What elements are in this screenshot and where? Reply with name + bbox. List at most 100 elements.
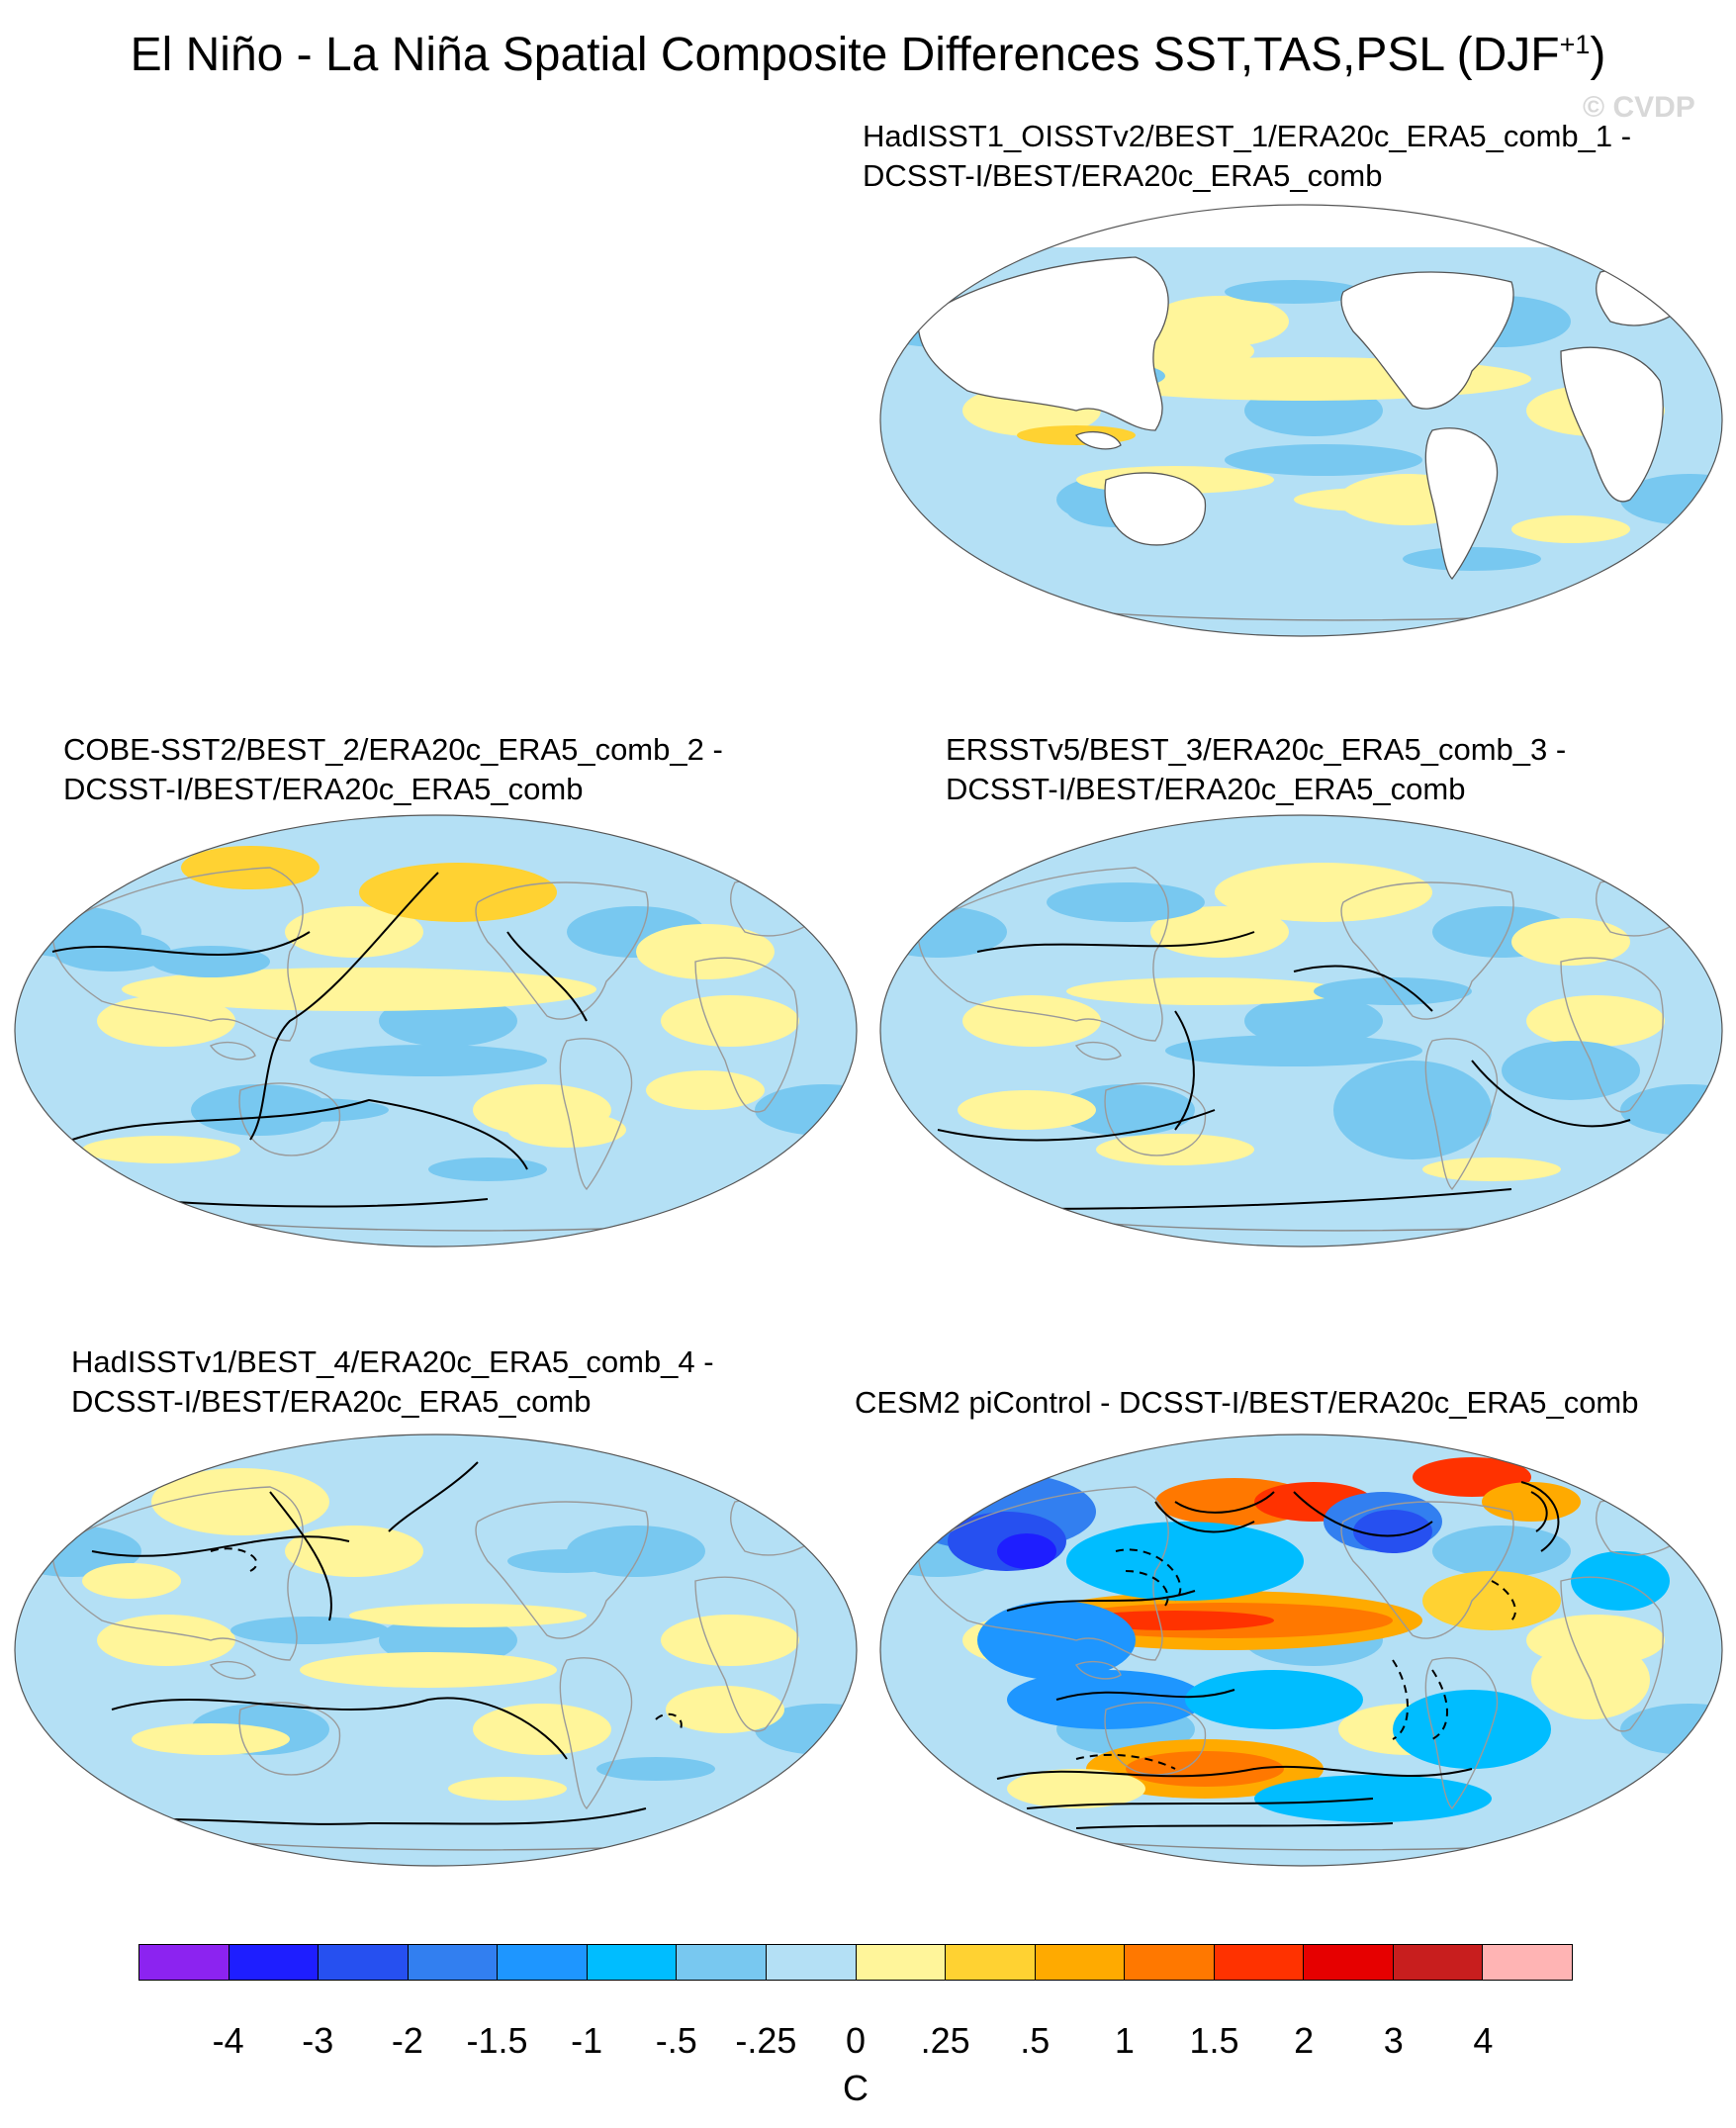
land-mask — [880, 205, 1722, 247]
anomaly-patch — [1482, 1482, 1581, 1522]
coastline — [1074, 1041, 1122, 1061]
anomaly-patch — [596, 1757, 715, 1781]
colorbar-cell — [587, 1945, 678, 1980]
coastline — [238, 1082, 341, 1157]
panel-1-title-line1: HadISST1_OISSTv2/BEST_1/ERA20c_ERA5_comb… — [863, 119, 1632, 153]
colorbar-cell — [1125, 1945, 1215, 1980]
land-mask — [1075, 431, 1122, 450]
psl-contour — [1006, 1590, 1196, 1612]
land-mask — [917, 256, 1169, 431]
psl-contour — [269, 1491, 332, 1621]
colorbar-cell — [319, 1945, 409, 1980]
panel-5-title-line1: CESM2 piControl - DCSST-I/BEST/ERA20c_ER… — [855, 1385, 1639, 1420]
anomaly-band — [661, 1615, 799, 1666]
anomaly-band — [97, 1615, 235, 1666]
panel-5-title: CESM2 piControl - DCSST-I/BEST/ERA20c_ER… — [855, 1383, 1639, 1423]
anomaly-patch — [1225, 280, 1363, 304]
colorbar-tick-label: 1.5 — [1189, 2020, 1239, 2061]
anomaly-patch — [1502, 1041, 1640, 1100]
anomaly-patch — [310, 1045, 547, 1076]
anomaly-patch — [1215, 863, 1432, 922]
psl-contour — [1530, 1491, 1548, 1532]
figure-title-close: ) — [1590, 29, 1606, 81]
global-map-svg — [14, 1434, 858, 1867]
map-content — [15, 1434, 857, 1866]
anomaly-band — [1056, 1084, 1195, 1136]
anomaly-patch — [1511, 515, 1630, 543]
colorbar-tick-label: .25 — [920, 2020, 970, 2061]
panel-3-title-line1: ERSSTv5/BEST_3/ERA20c_ERA5_comb_3 - — [946, 732, 1567, 767]
colorbar-cell — [677, 1945, 767, 1980]
anomaly-patch — [82, 1136, 240, 1163]
map-border — [879, 814, 1723, 1248]
global-map-svg — [879, 204, 1723, 637]
coastline — [1340, 1501, 1514, 1639]
colorbar-tick-label: 4 — [1473, 2020, 1494, 2061]
anomaly-patch — [1185, 1670, 1363, 1729]
anomaly-band — [1526, 995, 1665, 1047]
anomaly-patch — [636, 924, 775, 979]
colorbar — [138, 1944, 1573, 1981]
anomaly-patch — [300, 1652, 557, 1688]
coastline — [1560, 1576, 1664, 1732]
panel-3-title: ERSSTv5/BEST_3/ERA20c_ERA5_comb_3 - DCSS… — [946, 730, 1566, 809]
colorbar-tick-label: -1.5 — [466, 2020, 528, 2061]
panel-5-map — [878, 1433, 1724, 1868]
psl-contour — [1174, 1491, 1275, 1514]
anomaly-patch — [448, 1777, 567, 1801]
anomaly-patch — [1422, 1157, 1561, 1181]
panel-1-map — [878, 203, 1724, 638]
panel-3-title-line2: DCSST-I/BEST/ERA20c_ERA5_comb — [946, 772, 1466, 806]
colorbar-tick-label: 0 — [845, 2020, 867, 2061]
anomaly-patch — [1225, 444, 1422, 476]
coastline — [1560, 957, 1664, 1113]
panel-3-map — [878, 813, 1724, 1249]
anomaly-patch — [1333, 1061, 1492, 1159]
anomaly-band — [962, 995, 1101, 1047]
anomaly-patch — [1511, 918, 1630, 966]
psl-contour — [131, 1198, 489, 1208]
coastline — [238, 1702, 341, 1776]
land-mask — [1340, 271, 1514, 410]
anomaly-patch — [428, 1157, 547, 1181]
coastline — [209, 1041, 256, 1061]
coastline — [1074, 1660, 1122, 1680]
coastline — [1340, 881, 1514, 1020]
land-mask — [1424, 427, 1499, 580]
colorbar-cell — [1304, 1945, 1394, 1980]
colorbar-tick-label: 3 — [1383, 2020, 1404, 2061]
map-content — [880, 1434, 1722, 1866]
colorbar-cell — [228, 1945, 320, 1980]
coastline — [917, 867, 1169, 1042]
anomaly-band — [285, 1526, 423, 1577]
psl-contour — [1471, 1060, 1631, 1128]
anomaly-patch — [230, 1617, 389, 1644]
panel-4-title-line1: HadISSTv1/BEST_4/ERA20c_ERA5_comb_4 - — [71, 1344, 714, 1379]
coastline — [559, 1657, 633, 1810]
anomaly-band — [1620, 1704, 1722, 1755]
cvdp-watermark: © CVDP — [1583, 91, 1695, 124]
psl-contour — [1075, 1822, 1394, 1829]
anomaly-patch — [1007, 1769, 1145, 1808]
colorbar-tick-label: 1 — [1114, 2020, 1135, 2061]
psl-contour — [1026, 1188, 1512, 1210]
anomaly-patch — [151, 946, 270, 977]
panel-1-title: HadISST1_OISSTv2/BEST_1/ERA20c_ERA5_comb… — [863, 117, 1631, 196]
land-mask — [1104, 472, 1207, 546]
colorbar-labels: -4 -3 -2 -1.5 -1 -.5 -.25 0 .25 .5 1 1.5 2 3 4 — [138, 2020, 1573, 2061]
coastline — [694, 1576, 798, 1732]
global-map-svg — [14, 814, 858, 1248]
coastline — [209, 1660, 256, 1680]
anomaly-patch — [1353, 1510, 1432, 1553]
psl-contour-negative — [1431, 1669, 1448, 1740]
psl-contour-negative — [1115, 1548, 1182, 1602]
psl-contour — [1026, 1798, 1374, 1809]
panel-4-title-line2: DCSST-I/BEST/ERA20c_ERA5_comb — [71, 1384, 592, 1419]
panel-2-title-line2: DCSST-I/BEST/ERA20c_ERA5_comb — [63, 772, 584, 806]
anomaly-patch — [1422, 1571, 1561, 1630]
anomaly-patch — [359, 863, 557, 922]
psl-contour — [1293, 965, 1433, 1012]
coastline — [51, 1486, 304, 1661]
land-mask — [1560, 346, 1664, 503]
anomaly-band — [1244, 995, 1383, 1047]
